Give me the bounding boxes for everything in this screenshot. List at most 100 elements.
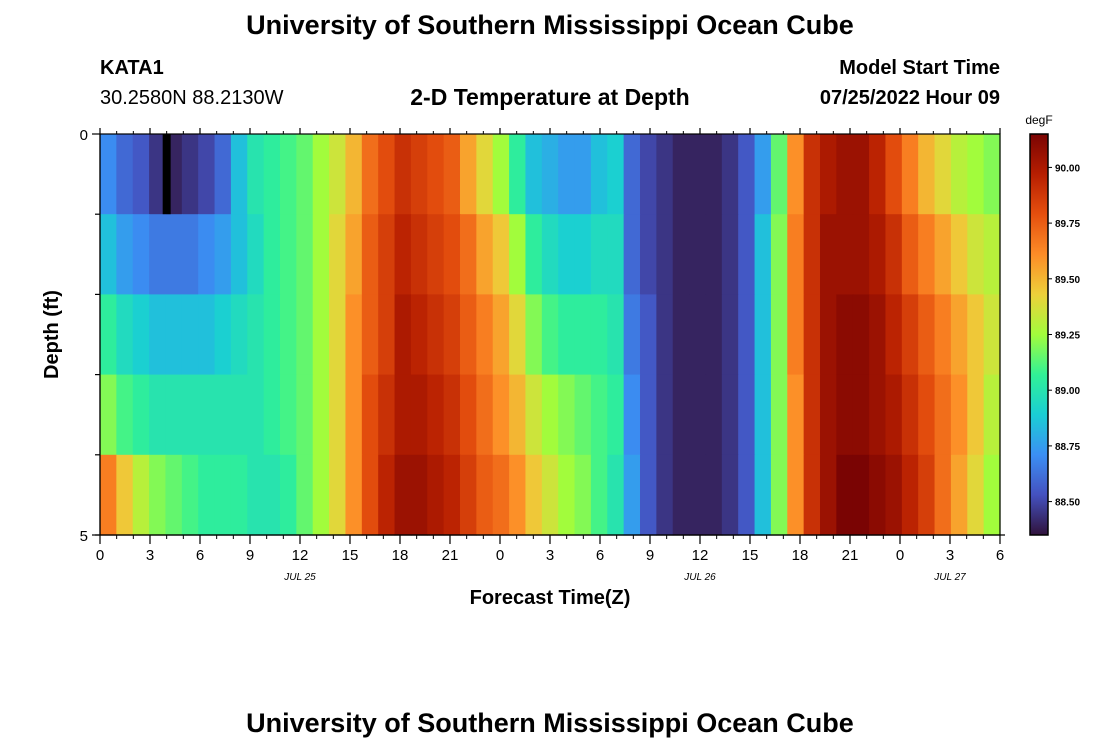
heatmap-cell <box>345 454 363 536</box>
x-tick-label: 18 <box>392 547 409 564</box>
plot-title: 2-D Temperature at Depth <box>410 84 690 110</box>
heatmap-cell <box>738 374 756 456</box>
heatmap-cell <box>100 294 117 376</box>
heatmap-cell <box>100 134 117 215</box>
y-axis-label: Depth (ft) <box>41 290 63 379</box>
x-axis: 0 3 6 9 12 15 18 21 0 3 6 9 12 15 18 21 0 3 6 JUL 25 JUL 26 J… <box>95 128 1005 583</box>
heatmap-cell <box>934 374 952 456</box>
heatmap-cell <box>361 374 379 456</box>
heatmap-cell <box>869 294 887 376</box>
heatmap-cell <box>803 454 821 536</box>
heatmap-cell <box>754 214 772 295</box>
heatmap-cell <box>590 134 608 215</box>
heatmap-cell <box>329 134 347 215</box>
x-tick-label: 3 <box>946 547 954 564</box>
heatmap-cell <box>149 294 167 376</box>
heatmap-cell <box>803 134 821 215</box>
heatmap-cell <box>918 374 936 456</box>
heatmap-cell <box>476 454 494 536</box>
colorbar-tick-label: 89.75 <box>1055 219 1080 230</box>
heatmap-cell <box>329 294 347 376</box>
heatmap-cell <box>460 134 477 215</box>
heatmap-cell <box>427 134 445 215</box>
heatmap-cell <box>852 214 870 295</box>
heatmap-cell <box>558 374 576 456</box>
heatmap-cell <box>967 294 985 376</box>
heatmap-cell <box>394 214 412 295</box>
heatmap-cell <box>198 134 216 215</box>
heatmap-cell <box>460 374 477 456</box>
heatmap-cell <box>394 454 412 536</box>
heatmap-cell <box>116 374 134 456</box>
heatmap-cell <box>509 134 527 215</box>
heatmap-cell <box>443 454 461 536</box>
heatmap-cell <box>705 454 723 536</box>
heatmap-cell <box>427 454 445 536</box>
heatmap-cell <box>689 134 707 215</box>
heatmap-cell <box>689 454 707 536</box>
x-tick-label: 3 <box>546 547 554 564</box>
colorbar-tick-label: 90.00 <box>1055 163 1080 174</box>
heatmap-cell <box>214 454 232 536</box>
heatmap-cell <box>230 214 248 295</box>
heatmap-cell <box>378 214 396 295</box>
heatmap-cell <box>967 454 985 536</box>
heatmap-cell <box>296 374 314 456</box>
heatmap-cell <box>607 454 625 536</box>
heatmap-cell <box>345 374 363 456</box>
heatmap-cell <box>983 214 1001 295</box>
heatmap-cell <box>607 294 625 376</box>
heatmap-cell <box>885 134 903 215</box>
heatmap-cell <box>672 294 690 376</box>
heatmap-cell <box>836 454 854 536</box>
model-start-value: 07/25/2022 Hour 09 <box>819 87 1000 109</box>
heatmap-cell <box>410 294 428 376</box>
heatmap-cell <box>787 294 805 376</box>
heatmap-cell <box>901 454 919 536</box>
heatmap-cell <box>149 374 167 456</box>
heatmap-cell <box>983 374 1001 456</box>
heatmap-cell <box>263 294 281 376</box>
heatmap-cell <box>803 374 821 456</box>
heatmap-cell <box>656 374 674 456</box>
heatmap-cell <box>132 374 150 456</box>
heatmap-cell <box>378 134 396 215</box>
heatmap-cell <box>296 454 314 536</box>
heatmap-cell <box>198 454 216 536</box>
heatmap-cell <box>541 134 559 215</box>
heatmap-cell <box>116 454 134 536</box>
heatmap-cell <box>983 454 1001 536</box>
x-tick-label: 15 <box>342 547 359 564</box>
heatmap-cell <box>230 374 248 456</box>
heatmap-cell <box>492 134 510 215</box>
heatmap-cell <box>803 214 821 295</box>
heatmap-cell <box>525 214 543 295</box>
heatmap-cell <box>607 214 625 295</box>
heatmap-cell <box>312 454 330 536</box>
heatmap-cell <box>509 374 527 456</box>
heatmap-cell <box>967 134 985 215</box>
heatmap-cell <box>558 294 576 376</box>
heatmap-cell <box>263 134 281 215</box>
heatmap-cell <box>901 214 919 295</box>
heatmap-cell <box>934 214 952 295</box>
heatmap-cell <box>476 374 494 456</box>
heatmap-cell <box>181 214 199 295</box>
heatmap-cell <box>280 454 297 536</box>
heatmap-cell <box>738 134 756 215</box>
heatmap-cell <box>934 134 952 215</box>
colorbar: degF 88.50 88.75 89.00 89.25 89.50 89.75 90.00 <box>1025 113 1080 536</box>
heatmap-cell <box>918 454 936 536</box>
heatmap-cell <box>443 214 461 295</box>
date-label: JUL 25 <box>283 572 316 583</box>
heatmap-cell <box>198 374 216 456</box>
heatmap-cell <box>345 294 363 376</box>
heatmap-cell <box>640 214 657 295</box>
heatmap-cell <box>885 374 903 456</box>
heatmap-cell <box>329 214 347 295</box>
heatmap-cell <box>852 374 870 456</box>
heatmap-cell <box>738 214 756 295</box>
colorbar-gradient <box>1029 133 1049 536</box>
heatmap-cell <box>132 454 150 536</box>
heatmap-cell <box>509 214 527 295</box>
